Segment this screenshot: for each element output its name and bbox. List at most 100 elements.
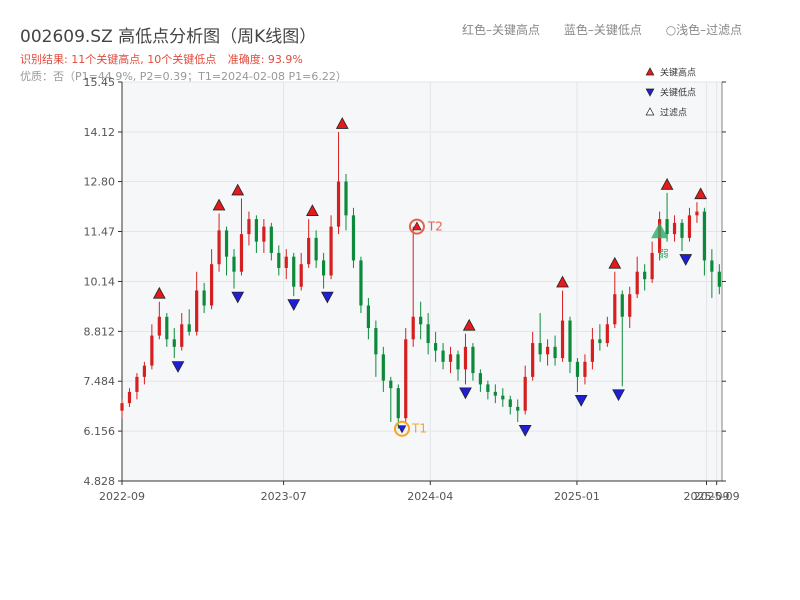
candle-body — [217, 230, 221, 265]
candle-body — [471, 346, 475, 374]
key-high-marker — [212, 198, 226, 211]
candle-body — [396, 388, 400, 419]
candle-body — [239, 234, 244, 272]
candle-body — [314, 237, 318, 261]
x-tick-label: 2024-04 — [407, 490, 453, 503]
candle-body — [254, 219, 258, 242]
candle-body — [127, 391, 132, 404]
legend-label: 关键高点 — [660, 67, 696, 79]
candle-body — [299, 264, 303, 287]
key-low-marker — [320, 291, 334, 304]
candle-body — [620, 294, 624, 317]
filtered-point — [651, 222, 669, 239]
candle-body — [195, 290, 199, 332]
candle-body — [336, 181, 341, 227]
candle-body — [224, 230, 229, 257]
candle-body — [359, 260, 363, 306]
candle-body — [157, 316, 161, 336]
candle-body — [531, 343, 535, 377]
filtered-point-label: 弱 — [659, 249, 669, 261]
candle-body — [486, 384, 490, 392]
candle-body — [187, 324, 191, 332]
candle-body — [404, 339, 408, 419]
candle-body — [635, 271, 639, 295]
candle-body — [695, 211, 699, 216]
candle-body — [142, 365, 146, 377]
candle-body — [628, 294, 632, 317]
y-tick-label: 12.80 — [84, 176, 116, 189]
legend-filter-text: ○浅色–过滤点 — [665, 23, 743, 37]
key-high-marker — [306, 204, 319, 217]
candle-body — [292, 256, 296, 287]
candle-body — [523, 376, 527, 411]
candle-body — [583, 361, 587, 377]
candle-body — [456, 354, 460, 370]
y-tick-label: 6.156 — [84, 425, 116, 438]
result-text: 识别结果: 11个关键高点, 10个关键低点 — [20, 53, 217, 66]
candle-body — [329, 226, 333, 276]
x-tick-label: 2022-09 — [99, 490, 145, 503]
legend-low-text: 蓝色–关键低点 — [563, 23, 642, 37]
candle-body — [680, 222, 684, 238]
candle-body — [135, 376, 139, 392]
candle-body — [650, 252, 654, 280]
candle-body — [210, 264, 214, 306]
candle-body — [501, 395, 505, 400]
y-tick-label: 8.812 — [84, 325, 116, 338]
y-tick-label: 15.45 — [84, 76, 116, 89]
candle-body — [687, 215, 692, 238]
y-tick-label: 11.47 — [84, 226, 116, 239]
candle-body — [411, 316, 415, 340]
key-low-marker — [287, 299, 301, 311]
candle-body — [434, 343, 438, 351]
candle-body — [710, 260, 714, 272]
candle-body — [322, 260, 326, 276]
y-tick-label: 14.12 — [84, 126, 116, 139]
key-high-marker — [608, 256, 622, 269]
y-tick-label: 4.828 — [84, 475, 116, 488]
legend-label: 过滤点 — [660, 107, 687, 119]
legend-high-text: 红色–关键高点 — [462, 23, 541, 37]
key-high-marker — [231, 183, 245, 196]
candle-body — [247, 219, 251, 235]
accuracy-text: 准确度: 93.9% — [227, 53, 303, 66]
key-low-marker — [231, 291, 245, 304]
candle-body — [463, 346, 468, 370]
candle-body — [516, 406, 520, 411]
key-low-marker — [679, 254, 693, 266]
key-high-marker — [152, 286, 166, 299]
candle-body — [546, 346, 550, 355]
candle-body — [284, 256, 288, 268]
candle-body — [441, 350, 445, 362]
candle-body — [180, 324, 184, 347]
y-tick-label: 10.14 — [84, 275, 116, 288]
candle-body — [478, 373, 482, 385]
chart-title: 002609.SZ 高低点分析图（周K线图） — [20, 27, 317, 47]
color-legend-top: 红色–关键高点 蓝色–关键低点 ○浅色–过滤点 — [462, 21, 742, 38]
key-low-marker — [518, 425, 532, 437]
key-low-marker — [171, 361, 185, 373]
t1-circle — [394, 420, 410, 437]
t1-low-marker — [397, 425, 407, 434]
candle-body — [665, 219, 669, 235]
quality-text: 优质：否（P1=44.9%, P2=0.39；T1=2024-02-08 P1=… — [20, 70, 347, 83]
candle-body — [262, 226, 266, 242]
key-high-marker — [660, 177, 674, 190]
candle-body — [426, 324, 430, 344]
x-tick-label: 2025-01 — [554, 490, 600, 503]
candle-body — [150, 335, 154, 366]
candle-body — [344, 181, 348, 216]
candle-body — [269, 226, 273, 253]
t2-circle — [408, 218, 425, 235]
x-tick-label: 2025-09 — [694, 490, 740, 503]
legend-marker — [645, 107, 655, 116]
candle-body — [374, 328, 378, 355]
key-low-marker — [459, 387, 472, 400]
candle-body — [717, 271, 721, 287]
candle-body — [172, 339, 176, 347]
t1-label: T1 — [411, 422, 427, 436]
candle-body — [613, 294, 617, 325]
t2-high-marker — [412, 221, 422, 231]
candle-body — [672, 222, 677, 235]
